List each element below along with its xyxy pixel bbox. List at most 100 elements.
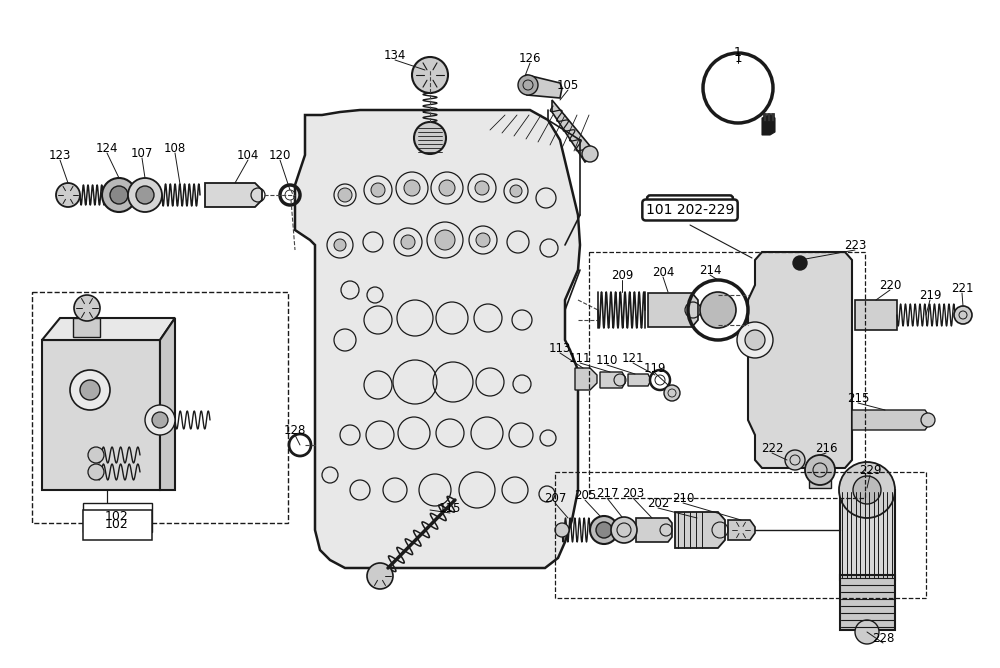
- Text: 229: 229: [859, 464, 881, 476]
- Text: 202: 202: [647, 496, 669, 510]
- Circle shape: [921, 413, 935, 427]
- Polygon shape: [628, 374, 650, 386]
- Circle shape: [805, 455, 835, 485]
- Circle shape: [855, 620, 879, 644]
- Text: 121: 121: [622, 351, 644, 365]
- Polygon shape: [840, 575, 895, 630]
- Text: 1: 1: [734, 51, 742, 65]
- Text: 216: 216: [815, 442, 837, 454]
- Circle shape: [700, 292, 736, 328]
- Text: 102: 102: [105, 510, 129, 524]
- Polygon shape: [762, 115, 775, 135]
- Polygon shape: [73, 318, 100, 337]
- Text: 120: 120: [269, 148, 291, 162]
- Polygon shape: [748, 252, 852, 468]
- Text: 217: 217: [596, 486, 618, 500]
- Text: 123: 123: [49, 148, 71, 162]
- Bar: [767, 113, 770, 121]
- Circle shape: [954, 306, 972, 324]
- Text: 128: 128: [284, 424, 306, 436]
- Text: 219: 219: [919, 289, 941, 301]
- Polygon shape: [855, 300, 897, 330]
- Polygon shape: [675, 512, 725, 548]
- Text: 223: 223: [844, 238, 866, 251]
- Text: 210: 210: [672, 492, 694, 504]
- Text: 204: 204: [652, 265, 674, 279]
- Circle shape: [80, 380, 100, 400]
- Text: 102: 102: [105, 518, 129, 532]
- Circle shape: [88, 447, 104, 463]
- Text: 215: 215: [847, 391, 869, 405]
- Polygon shape: [527, 75, 562, 98]
- Circle shape: [435, 230, 455, 250]
- Circle shape: [596, 522, 612, 538]
- Text: 105: 105: [557, 79, 579, 92]
- Text: 203: 203: [622, 486, 644, 500]
- Circle shape: [745, 330, 765, 350]
- Text: 104: 104: [237, 148, 259, 162]
- Text: 115: 115: [439, 502, 461, 514]
- Polygon shape: [600, 372, 625, 388]
- Polygon shape: [852, 410, 930, 430]
- Circle shape: [414, 122, 446, 154]
- Circle shape: [555, 523, 569, 537]
- Bar: [771, 113, 774, 121]
- Circle shape: [412, 57, 448, 93]
- Circle shape: [152, 412, 168, 428]
- Circle shape: [102, 178, 136, 212]
- Circle shape: [510, 185, 522, 197]
- Circle shape: [853, 476, 881, 504]
- Text: 214: 214: [699, 263, 721, 277]
- Polygon shape: [728, 520, 755, 540]
- Polygon shape: [295, 110, 580, 568]
- Polygon shape: [42, 318, 175, 340]
- Circle shape: [145, 405, 175, 435]
- Polygon shape: [648, 293, 698, 327]
- FancyBboxPatch shape: [83, 503, 152, 532]
- Circle shape: [110, 186, 128, 204]
- Circle shape: [401, 235, 415, 249]
- Text: 113: 113: [549, 341, 571, 355]
- Text: 222: 222: [761, 442, 783, 454]
- Polygon shape: [42, 340, 160, 490]
- Circle shape: [664, 385, 680, 401]
- Circle shape: [404, 180, 420, 196]
- Text: 110: 110: [596, 353, 618, 367]
- Circle shape: [367, 563, 393, 589]
- Text: 107: 107: [131, 146, 153, 160]
- Polygon shape: [575, 368, 597, 390]
- Circle shape: [70, 370, 110, 410]
- Polygon shape: [205, 183, 262, 207]
- Circle shape: [136, 186, 154, 204]
- Text: 1: 1: [734, 45, 742, 59]
- Text: 205: 205: [574, 488, 596, 502]
- Text: 220: 220: [879, 279, 901, 291]
- Circle shape: [128, 178, 162, 212]
- Text: 228: 228: [872, 631, 894, 645]
- Circle shape: [338, 188, 352, 202]
- Circle shape: [839, 462, 895, 518]
- Text: 124: 124: [96, 142, 118, 154]
- Text: 108: 108: [164, 142, 186, 154]
- Circle shape: [88, 464, 104, 480]
- Bar: [763, 113, 766, 121]
- Text: 221: 221: [951, 281, 973, 295]
- Circle shape: [371, 183, 385, 197]
- Circle shape: [793, 256, 807, 270]
- Circle shape: [334, 239, 346, 251]
- Circle shape: [611, 517, 637, 543]
- Text: 209: 209: [611, 269, 633, 281]
- Circle shape: [439, 180, 455, 196]
- Text: 126: 126: [519, 51, 541, 65]
- Circle shape: [476, 233, 490, 247]
- Circle shape: [518, 75, 538, 95]
- Text: 101 202-229: 101 202-229: [646, 203, 734, 217]
- Circle shape: [785, 450, 805, 470]
- Circle shape: [475, 181, 489, 195]
- Polygon shape: [809, 470, 831, 488]
- FancyBboxPatch shape: [83, 510, 152, 540]
- Text: 119: 119: [644, 361, 666, 375]
- Circle shape: [737, 322, 773, 358]
- Polygon shape: [636, 518, 672, 542]
- Text: 207: 207: [544, 492, 566, 504]
